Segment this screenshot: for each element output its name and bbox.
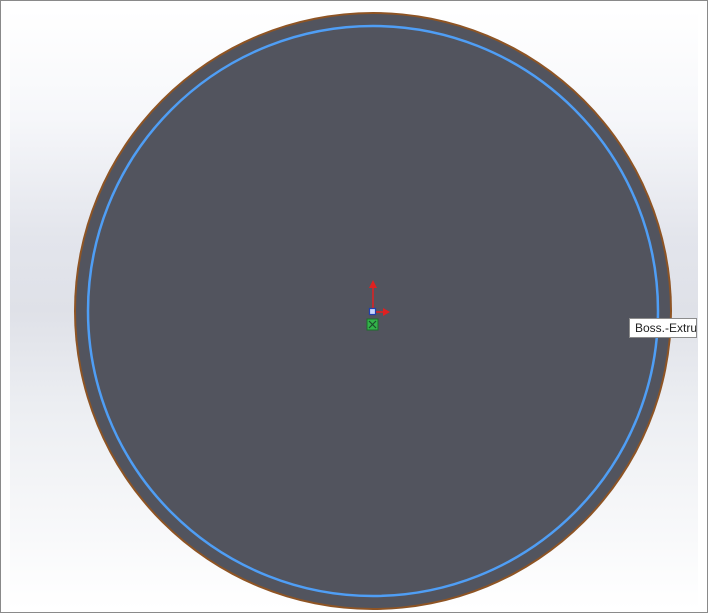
origin-point-icon (368, 307, 377, 316)
model-scene (74, 12, 672, 610)
feature-tooltip: Boss.-Extru (629, 318, 697, 338)
origin-triad[interactable] (366, 280, 390, 331)
graphics-viewport[interactable] (10, 10, 698, 610)
selected-edge-highlight[interactable] (86, 24, 660, 598)
fix-relation-icon (366, 318, 379, 331)
origin-y-arrow-icon (369, 280, 377, 288)
origin-x-arrow-icon (383, 308, 390, 316)
feature-tooltip-text: Boss.-Extru (635, 321, 697, 335)
